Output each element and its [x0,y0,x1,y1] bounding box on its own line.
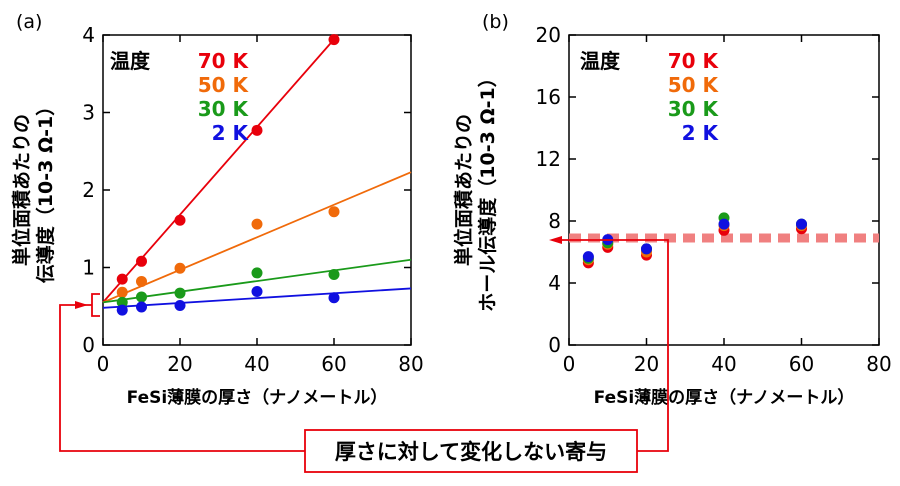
data-point [136,275,147,287]
data-point [641,243,652,255]
x-tick-label: 40 [244,352,269,376]
data-point [136,301,147,313]
x-tick-label: 0 [97,352,110,376]
legend-entry: 2 K [682,121,720,145]
intercept-bracket [91,293,100,317]
data-point [328,292,340,304]
data-point [116,286,128,298]
y-axis-title: 単位面積あたりの [452,114,475,266]
arrow-line-right [556,239,669,452]
legend-entry: 30 K [668,97,720,121]
fit-line [102,287,412,309]
data-point [174,262,186,274]
y-tick-label: 20 [536,23,561,47]
legend-entry: 70 K [668,49,720,73]
data-point [174,299,186,311]
annotation-group: 厚さに対して変化しない寄与 [59,236,669,473]
data-point [116,273,128,285]
data-point [251,286,263,298]
arrowhead-right [549,236,562,244]
legend-entry: 2 K [212,121,250,145]
panel-label: (b) [482,11,509,33]
x-tick-label: 40 [711,352,736,376]
y-axis-title: 単位面積あたりの [10,114,33,266]
panel-label: (a) [16,11,42,33]
legend-entry: 30 K [198,97,250,121]
y-tick-label: 16 [536,85,561,109]
annotation-box [304,429,638,473]
x-axis-title: FeSi薄膜の厚さ（ナノメートル） [127,387,388,408]
fit-line [102,258,412,304]
x-tick-label: 20 [167,352,192,376]
data-point [136,291,147,303]
data-point [796,218,807,230]
legend-title: 温度 [580,49,621,73]
data-point [251,218,263,230]
data-point [116,304,128,316]
data-point [136,255,147,267]
y-tick-label: 4 [82,23,95,47]
data-point [328,34,340,46]
data-point [718,218,730,230]
data-point [328,206,340,218]
data-point [174,287,186,299]
x-tick-label: 60 [321,352,346,376]
data-point [251,124,263,136]
x-tick-label: 60 [789,352,814,376]
y-tick-label: 3 [82,101,95,125]
annotation-text: 厚さに対して変化しない寄与 [335,440,607,464]
y-tick-label: 2 [82,178,95,202]
legend-entry: 50 K [198,73,250,97]
arrow-line-left [59,304,305,452]
y-tick-label: 12 [536,147,561,171]
y-tick-label: 4 [548,271,561,295]
y-tick-label: 8 [548,209,561,233]
data-point [174,214,186,226]
data-point [328,268,340,280]
fit-line [102,171,412,304]
panel-a: (a) 0 20 40 60 80 0 1 2 3 4 FeSi薄膜の厚さ（ナノメートル） 単位面積あた… [10,11,424,408]
legend-title: 温度 [110,49,151,73]
y-tick-label: 1 [82,256,95,280]
legend-entry: 50 K [668,73,720,97]
data-point [582,251,594,263]
x-tick-label: 80 [866,352,891,376]
x-tick-label: 20 [634,352,659,376]
legend-entry: 70 K [198,49,250,73]
x-tick-label: 80 [398,352,423,376]
plot-frame [568,34,880,346]
data-point [251,267,263,279]
x-axis-title: FeSi薄膜の厚さ（ナノメートル） [594,387,855,408]
y-axis-title: 伝導度（10-3 Ω-1） [34,97,57,283]
panel-b: (b) 0 20 40 60 80 0 4 8 12 16 20 FeSi薄膜の厚さ（ナノメートル） 単位… [452,11,892,408]
y-tick-label: 0 [82,333,95,357]
arrowhead-left [75,301,88,309]
x-tick-label: 0 [563,352,576,376]
y-axis-title: ホール伝導度（10-3 Ω-1） [476,68,499,311]
data-point [116,296,128,308]
y-tick-label: 0 [548,333,561,357]
